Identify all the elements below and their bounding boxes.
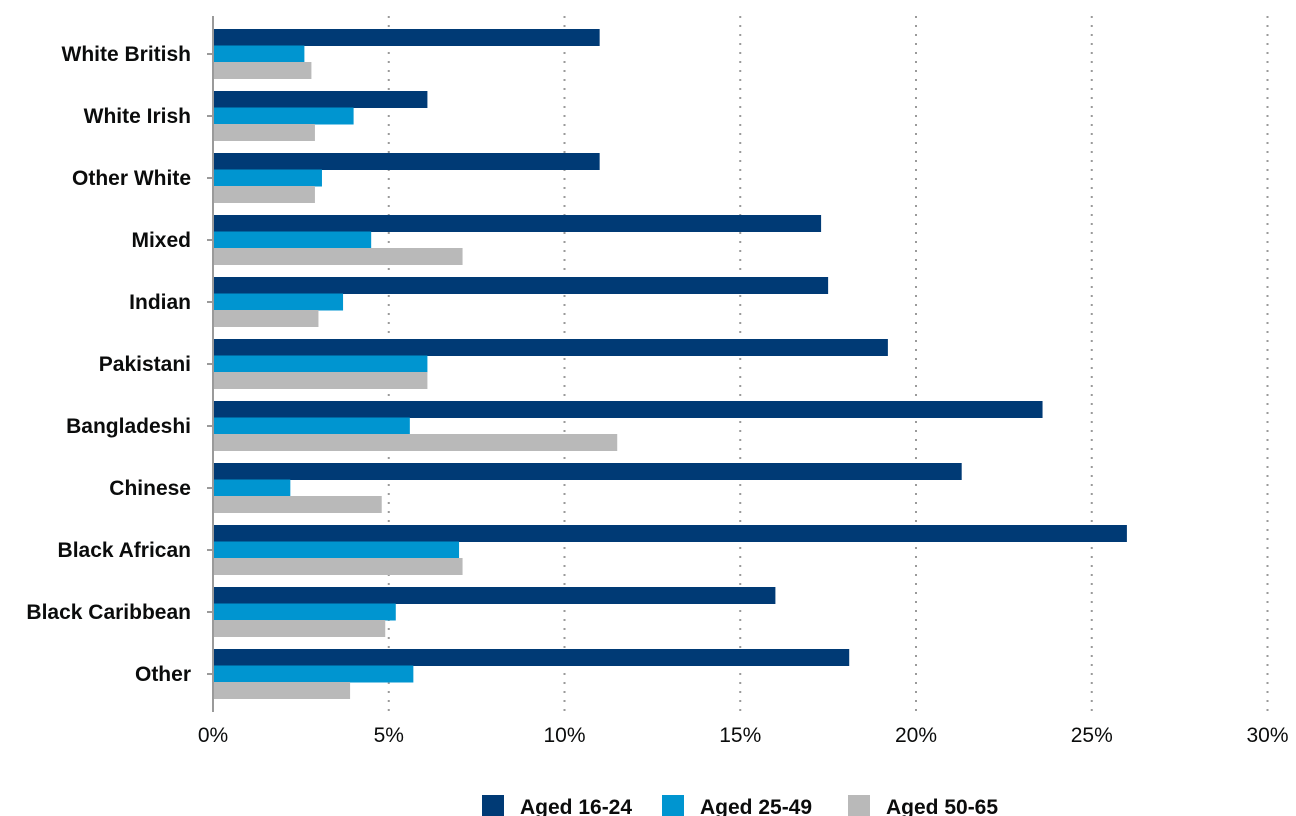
bar-other-white-aged-25-49: [214, 169, 322, 187]
bars: [214, 29, 1127, 699]
legend-swatch-aged-16-24: [482, 795, 504, 816]
bar-other-white-aged-16-24: [214, 153, 600, 170]
bar-white-british-aged-50-65: [214, 62, 312, 79]
bar-black-african-aged-25-49: [214, 541, 460, 559]
category-label-pakistani: Pakistani: [99, 353, 191, 376]
category-label-white-british: White British: [62, 43, 192, 66]
category-label-chinese: Chinese: [109, 477, 191, 500]
x-tick-label: 30%: [1246, 724, 1288, 747]
gridlines: [387, 16, 1269, 712]
bar-mixed-aged-16-24: [214, 215, 822, 232]
bar-chinese-aged-25-49: [214, 479, 291, 497]
category-label-other-white: Other White: [72, 167, 191, 190]
x-tick-label: 10%: [543, 724, 585, 747]
category-label-black-caribbean: Black Caribbean: [26, 601, 191, 624]
legend-label-aged-50-65: Aged 50-65: [886, 796, 998, 816]
bar-chinese-aged-16-24: [214, 463, 962, 480]
x-tick-label: 15%: [719, 724, 761, 747]
legend-swatch-aged-50-65: [848, 795, 870, 816]
legend: Aged 16-24 Aged 25-49 Aged 50-65: [482, 795, 998, 816]
bar-black-caribbean-aged-50-65: [214, 620, 386, 637]
x-tick-label: 5%: [374, 724, 404, 747]
legend-label-aged-16-24: Aged 16-24: [520, 796, 632, 816]
category-label-indian: Indian: [129, 291, 191, 314]
bar-chinese-aged-50-65: [214, 496, 382, 513]
category-label-mixed: Mixed: [131, 229, 191, 252]
bar-black-african-aged-16-24: [214, 525, 1127, 542]
x-tick-label: 20%: [895, 724, 937, 747]
bar-white-british-aged-25-49: [214, 45, 305, 63]
bar-mixed-aged-50-65: [214, 248, 463, 265]
labels: 0% 5% 10% 15% 20% 25% 30% White British White Ir…: [26, 43, 1288, 747]
bar-black-caribbean-aged-25-49: [214, 603, 396, 621]
bar-other-aged-25-49: [214, 665, 414, 683]
bar-pakistani-aged-50-65: [214, 372, 428, 389]
bar-white-irish-aged-16-24: [214, 91, 428, 108]
bar-indian-aged-16-24: [214, 277, 829, 294]
bar-other-aged-50-65: [214, 682, 351, 699]
bar-white-british-aged-16-24: [214, 29, 600, 46]
x-tick-label: 25%: [1071, 724, 1113, 747]
category-label-black-african: Black African: [58, 539, 191, 562]
bar-other-white-aged-50-65: [214, 186, 315, 203]
bar-indian-aged-25-49: [214, 293, 344, 311]
bar-bangladeshi-aged-50-65: [214, 434, 618, 451]
bar-white-irish-aged-50-65: [214, 124, 315, 141]
bar-bangladeshi-aged-25-49: [214, 417, 410, 435]
legend-label-aged-25-49: Aged 25-49: [700, 796, 812, 816]
bar-black-african-aged-50-65: [214, 558, 463, 575]
bar-mixed-aged-25-49: [214, 231, 372, 249]
category-label-bangladeshi: Bangladeshi: [66, 415, 191, 438]
bar-black-caribbean-aged-16-24: [214, 587, 776, 604]
bar-pakistani-aged-25-49: [214, 355, 428, 373]
legend-swatch-aged-25-49: [662, 795, 684, 816]
category-label-white-irish: White Irish: [84, 105, 191, 128]
bar-white-irish-aged-25-49: [214, 107, 354, 125]
bar-other-aged-16-24: [214, 649, 850, 666]
bar-pakistani-aged-16-24: [214, 339, 888, 356]
bar-bangladeshi-aged-16-24: [214, 401, 1043, 418]
x-tick-label: 0%: [198, 724, 228, 747]
category-label-other: Other: [135, 663, 191, 686]
axes: [207, 16, 214, 712]
bar-indian-aged-50-65: [214, 310, 319, 327]
